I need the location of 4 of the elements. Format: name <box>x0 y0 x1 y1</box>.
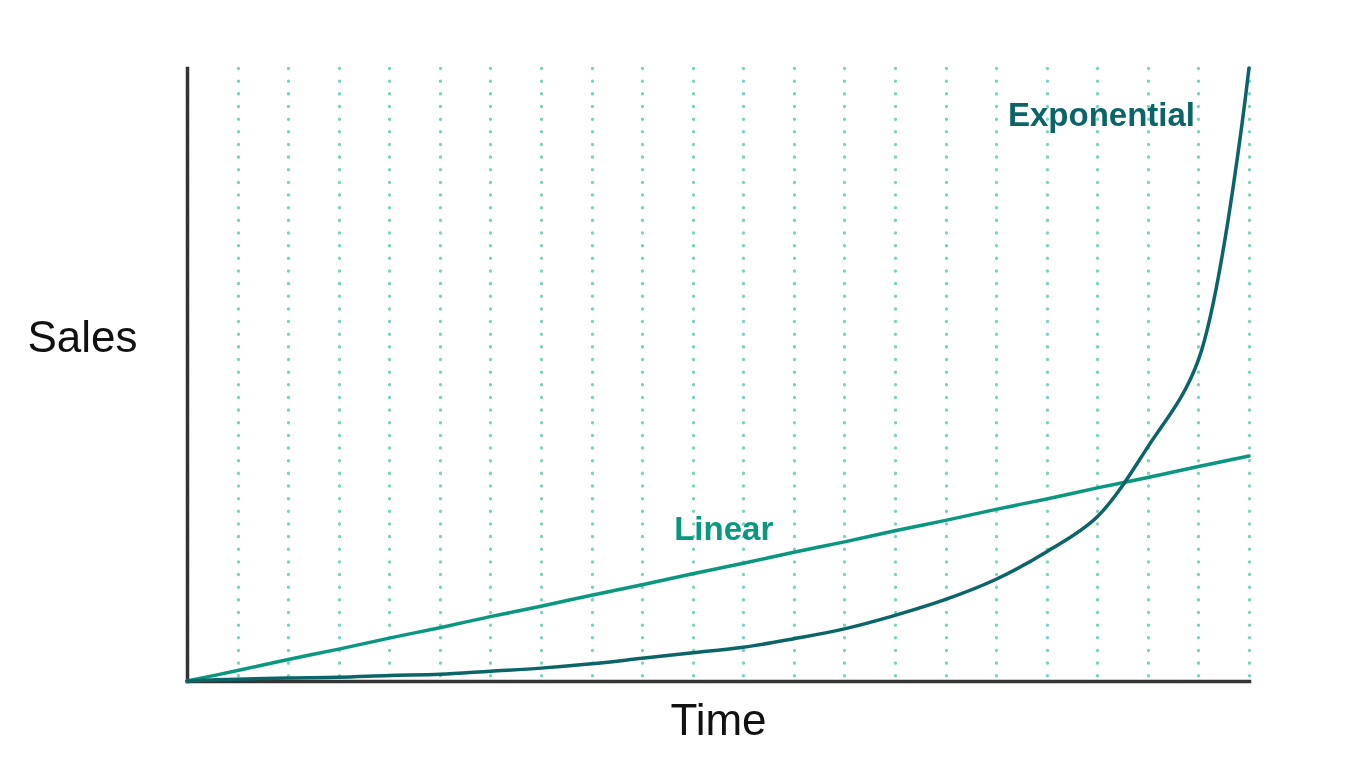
series-label: Exponential <box>1007 96 1195 133</box>
y-axis-title: Sales <box>27 311 138 361</box>
x-axis-title: Time <box>670 694 767 744</box>
series-label: Linear <box>674 509 774 547</box>
